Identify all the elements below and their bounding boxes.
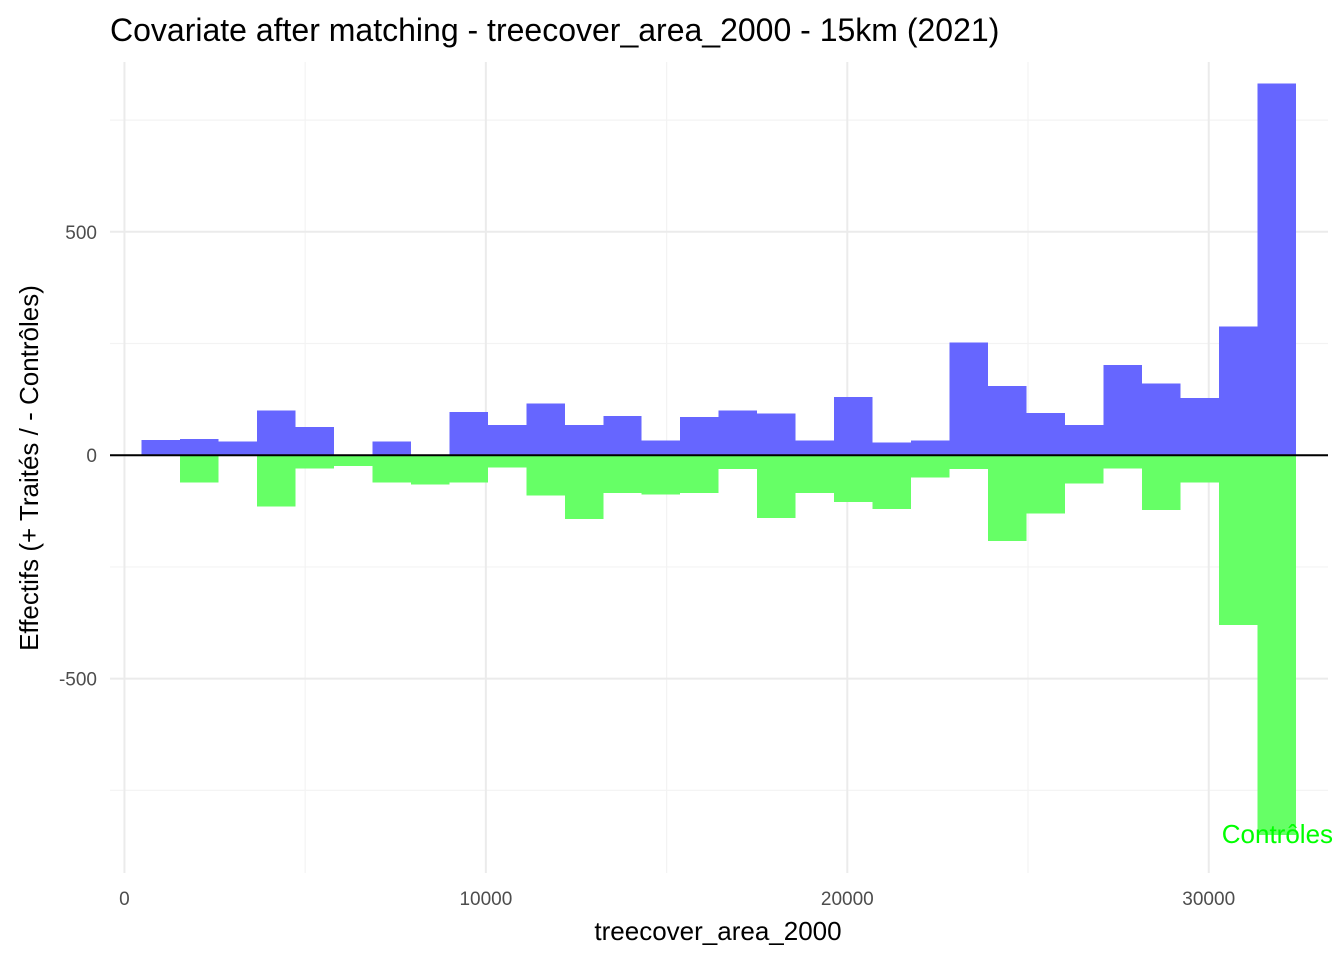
treated-bar xyxy=(526,403,565,456)
control-bar xyxy=(641,455,681,495)
treated-bar xyxy=(141,440,180,456)
control-bar xyxy=(1180,455,1220,483)
treated-bar xyxy=(718,410,758,456)
x-tick-label: 20000 xyxy=(821,889,874,910)
control-bar xyxy=(1103,455,1143,469)
treated-bar xyxy=(256,410,296,456)
treated-bar xyxy=(949,342,989,456)
x-axis-title: treecover_area_2000 xyxy=(594,916,841,946)
treated-bar xyxy=(1065,424,1104,456)
control-bar xyxy=(988,455,1027,542)
treated-bar xyxy=(1026,412,1066,456)
control-bar xyxy=(410,455,450,485)
treated-bar xyxy=(757,413,796,456)
control-bar xyxy=(872,455,912,509)
control-bar xyxy=(295,455,334,469)
y-tick-label: 0 xyxy=(86,446,97,467)
treated-bar xyxy=(179,439,219,456)
treated-bar xyxy=(911,440,950,456)
control-bar xyxy=(1026,455,1066,514)
treated-bar xyxy=(872,442,912,456)
x-tick-label: 0 xyxy=(119,889,130,910)
control-bar xyxy=(1065,455,1104,484)
control-bar xyxy=(487,455,527,468)
treated-bar xyxy=(1257,83,1297,456)
treated-bar xyxy=(603,415,642,456)
treated-bar xyxy=(449,411,488,456)
y-tick-label: 500 xyxy=(65,223,97,244)
treated-bar xyxy=(1219,326,1258,456)
treated-bar xyxy=(564,424,604,456)
control-bar xyxy=(911,455,950,478)
control-bar xyxy=(256,455,296,507)
control-bar xyxy=(1257,455,1297,836)
control-bar xyxy=(333,455,373,466)
control-bar xyxy=(757,455,796,518)
treated-bar xyxy=(680,417,719,456)
chart-title: Covariate after matching - treecover_are… xyxy=(110,12,999,48)
treated-bar xyxy=(641,440,681,456)
treated-bar xyxy=(1180,398,1220,456)
control-bar xyxy=(680,455,719,494)
control-bar xyxy=(526,455,565,496)
treated-bar xyxy=(1142,383,1181,456)
y-tick-label: -500 xyxy=(59,670,97,691)
control-bar xyxy=(449,455,488,483)
control-bar xyxy=(795,455,835,494)
treated-bar xyxy=(487,424,527,456)
control-bar xyxy=(1219,455,1258,626)
control-bar xyxy=(179,455,219,483)
annotation-label: Contrôles xyxy=(1222,819,1333,849)
y-axis-title: Effectifs (+ Traités / - Contrôles) xyxy=(14,285,44,651)
annotations: Contrôles xyxy=(1222,819,1333,849)
bars xyxy=(141,83,1297,836)
treated-bar xyxy=(834,397,873,456)
treated-bar xyxy=(372,441,411,456)
treated-bar xyxy=(795,440,835,456)
treated-bar xyxy=(1103,364,1143,456)
tick-labels: 0 10000 20000 30000 500 0 -500 xyxy=(59,223,1235,910)
control-bar xyxy=(564,455,604,520)
treated-bar xyxy=(295,427,334,456)
control-bar xyxy=(603,455,642,494)
control-bar xyxy=(718,455,758,470)
x-tick-label: 30000 xyxy=(1182,889,1235,910)
control-bar xyxy=(949,455,989,470)
control-bar xyxy=(834,455,873,503)
control-bar xyxy=(1142,455,1181,511)
treated-bar xyxy=(218,441,257,456)
treated-bar xyxy=(988,385,1027,456)
x-tick-label: 10000 xyxy=(459,889,512,910)
control-bar xyxy=(372,455,411,483)
